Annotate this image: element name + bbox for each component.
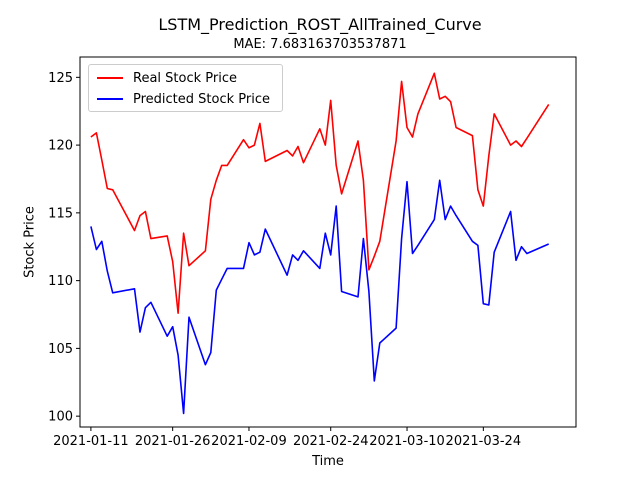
series-line-predicted (90, 179, 550, 415)
y-axis-label: Stock Price (22, 206, 38, 278)
x-tick-label: 2021-02-09 (211, 434, 287, 449)
y-tick-label: 105 (48, 342, 73, 357)
chart-subtitle: MAE: 7.683163703537871 (233, 37, 407, 52)
legend-swatch-predicted (97, 98, 123, 100)
x-axis-ticks: 2021-01-11 2021-01-26 2021-02-09 2021-02-24… (53, 427, 521, 449)
x-tick-label: 2021-02-24 (293, 434, 369, 449)
x-tick-label: 2021-01-26 (135, 434, 211, 449)
chart-legend: Real Stock Price Predicted Stock Price (88, 64, 283, 112)
x-tick-label: 2021-03-10 (369, 434, 445, 449)
plot-area-frame (79, 56, 577, 428)
y-tick-label: 115 (48, 206, 73, 221)
x-tick-label: 2021-03-24 (446, 434, 522, 449)
legend-swatch-real (97, 77, 123, 79)
series-lines (90, 72, 550, 415)
y-tick-label: 100 (48, 410, 73, 425)
y-axis-ticks: 100 105 110 115 120 125 (48, 71, 80, 425)
series-line-real (90, 72, 550, 315)
x-tick-label: 2021-01-11 (53, 434, 129, 449)
y-tick-label: 110 (48, 274, 73, 289)
x-axis-label: Time (312, 454, 344, 469)
legend-entry-real: Real Stock Price (97, 69, 237, 87)
chart-title: LSTM_Prediction_ROST_AllTrained_Curve (158, 15, 482, 34)
legend-label-predicted: Predicted Stock Price (133, 91, 270, 107)
legend-label-real: Real Stock Price (133, 70, 237, 86)
y-tick-label: 120 (48, 139, 73, 154)
legend-entry-predicted: Predicted Stock Price (97, 90, 270, 108)
y-tick-label: 125 (48, 71, 73, 86)
